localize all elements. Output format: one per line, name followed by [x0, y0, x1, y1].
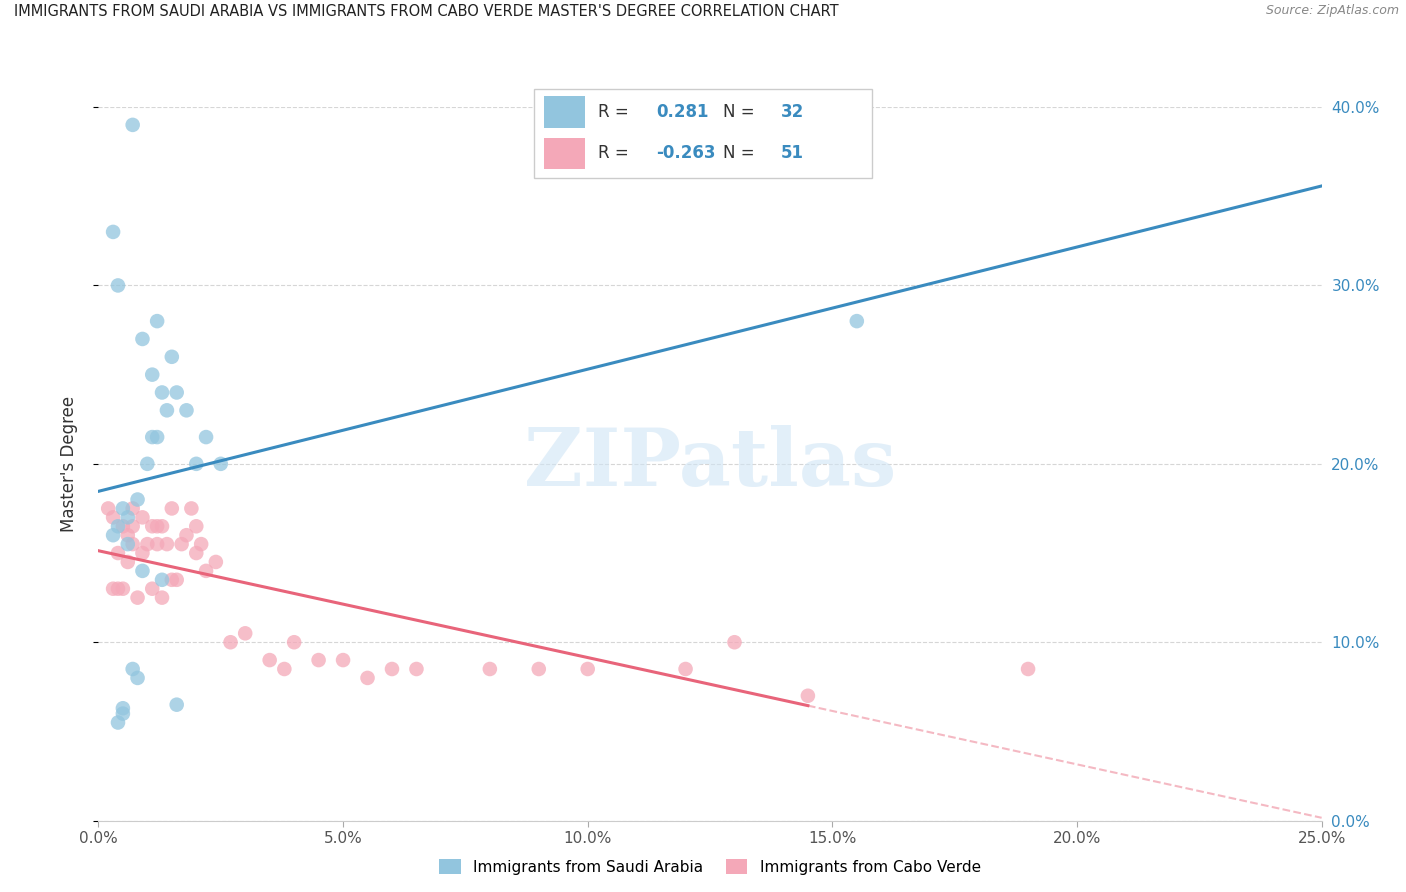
- Point: [186, 457, 208, 471]
- Point: [150, 385, 173, 400]
- Point: [111, 706, 134, 721]
- Point: [209, 457, 232, 471]
- Point: [121, 537, 143, 551]
- Point: [121, 519, 143, 533]
- Point: [121, 501, 143, 516]
- Point: [180, 501, 202, 516]
- Point: [176, 403, 198, 417]
- Point: [117, 528, 139, 542]
- Point: [127, 591, 149, 605]
- Point: [527, 662, 550, 676]
- Point: [117, 510, 139, 524]
- Text: N =: N =: [723, 103, 761, 121]
- Point: [101, 510, 124, 524]
- Point: [1017, 662, 1039, 676]
- Point: [150, 573, 173, 587]
- Point: [136, 537, 159, 551]
- Point: [166, 385, 188, 400]
- Text: 51: 51: [780, 145, 804, 162]
- Point: [117, 537, 139, 551]
- Point: [146, 537, 169, 551]
- Point: [381, 662, 404, 676]
- Point: [111, 582, 134, 596]
- Point: [160, 350, 183, 364]
- Point: [195, 430, 218, 444]
- Point: [121, 662, 143, 676]
- Point: [107, 278, 129, 293]
- Point: [160, 501, 183, 516]
- Point: [146, 519, 169, 533]
- FancyBboxPatch shape: [544, 138, 585, 169]
- Y-axis label: Master's Degree: Master's Degree: [59, 396, 77, 532]
- Point: [797, 689, 820, 703]
- Point: [405, 662, 427, 676]
- Point: [101, 225, 124, 239]
- Point: [308, 653, 330, 667]
- Point: [576, 662, 599, 676]
- Point: [150, 591, 173, 605]
- Point: [150, 519, 173, 533]
- FancyBboxPatch shape: [544, 96, 585, 128]
- Point: [97, 501, 120, 516]
- Point: [160, 573, 183, 587]
- Point: [186, 519, 208, 533]
- Point: [141, 430, 163, 444]
- Text: R =: R =: [599, 145, 634, 162]
- Point: [190, 537, 212, 551]
- Point: [141, 582, 163, 596]
- Point: [478, 662, 501, 676]
- Point: [131, 332, 153, 346]
- Point: [111, 519, 134, 533]
- Legend: Immigrants from Saudi Arabia, Immigrants from Cabo Verde: Immigrants from Saudi Arabia, Immigrants…: [433, 853, 987, 880]
- Point: [166, 573, 188, 587]
- Text: 0.281: 0.281: [655, 103, 709, 121]
- Point: [111, 501, 134, 516]
- Text: ZIPatlas: ZIPatlas: [524, 425, 896, 503]
- FancyBboxPatch shape: [534, 89, 872, 178]
- Point: [233, 626, 256, 640]
- Point: [121, 118, 143, 132]
- Text: IMMIGRANTS FROM SAUDI ARABIA VS IMMIGRANTS FROM CABO VERDE MASTER'S DEGREE CORRE: IMMIGRANTS FROM SAUDI ARABIA VS IMMIGRAN…: [14, 4, 839, 20]
- Point: [131, 510, 153, 524]
- Point: [845, 314, 868, 328]
- Point: [675, 662, 697, 676]
- Point: [186, 546, 208, 560]
- Point: [170, 537, 193, 551]
- Point: [205, 555, 228, 569]
- Point: [723, 635, 745, 649]
- Point: [117, 555, 139, 569]
- Point: [259, 653, 281, 667]
- Point: [101, 528, 124, 542]
- Point: [156, 537, 179, 551]
- Point: [107, 715, 129, 730]
- Point: [131, 546, 153, 560]
- Point: [127, 492, 149, 507]
- Point: [101, 582, 124, 596]
- Point: [111, 701, 134, 715]
- Point: [356, 671, 378, 685]
- Point: [166, 698, 188, 712]
- Point: [156, 403, 179, 417]
- Point: [176, 528, 198, 542]
- Point: [146, 314, 169, 328]
- Point: [219, 635, 242, 649]
- Text: 32: 32: [780, 103, 804, 121]
- Text: N =: N =: [723, 145, 761, 162]
- Point: [146, 430, 169, 444]
- Point: [131, 564, 153, 578]
- Point: [283, 635, 305, 649]
- Point: [332, 653, 354, 667]
- Point: [127, 671, 149, 685]
- Text: Source: ZipAtlas.com: Source: ZipAtlas.com: [1265, 4, 1399, 18]
- Point: [273, 662, 295, 676]
- Text: -0.263: -0.263: [655, 145, 716, 162]
- Point: [107, 546, 129, 560]
- Point: [141, 519, 163, 533]
- Point: [136, 457, 159, 471]
- Point: [141, 368, 163, 382]
- Point: [107, 519, 129, 533]
- Text: R =: R =: [599, 103, 634, 121]
- Point: [107, 582, 129, 596]
- Point: [195, 564, 218, 578]
